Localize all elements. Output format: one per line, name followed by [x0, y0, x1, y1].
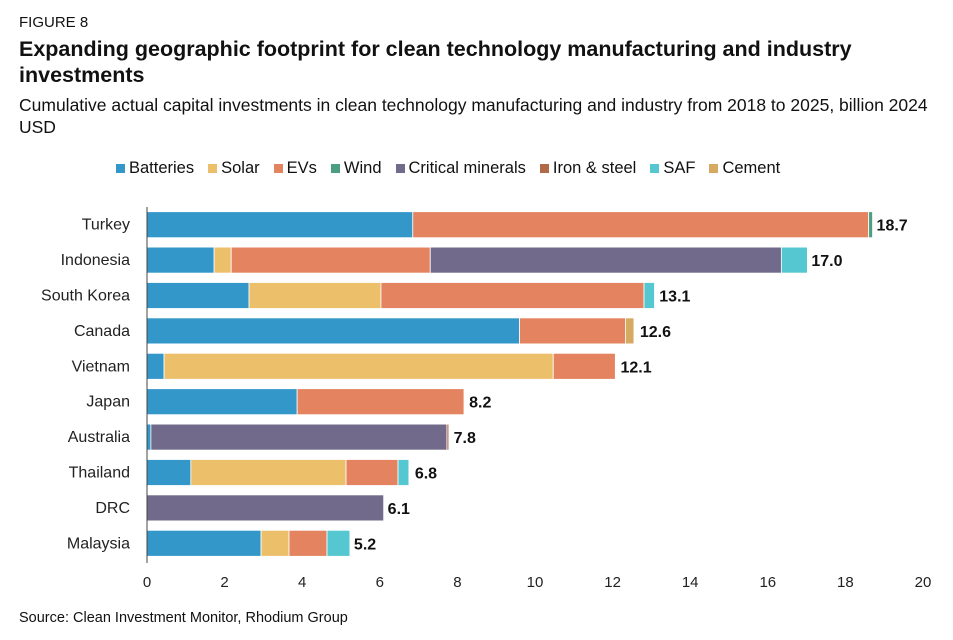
bar-segment-solar — [213, 246, 232, 274]
category-label: Malaysia — [67, 535, 130, 552]
bar-segment-solar — [260, 529, 290, 557]
x-tick-label: 2 — [220, 574, 228, 591]
legend-item-iron-steel: Iron & steel — [539, 159, 637, 178]
legend-swatch — [208, 164, 218, 173]
bar-segment-critical-minerals — [150, 423, 448, 451]
category-label: South Korea — [41, 288, 130, 305]
total-label: 8.2 — [469, 395, 491, 412]
total-label: 7.8 — [454, 430, 476, 447]
bar-segment-cement — [625, 317, 635, 345]
bar-segment-evs — [230, 246, 431, 274]
x-tick-label: 8 — [453, 574, 461, 591]
bar-segment-batteries — [146, 423, 152, 451]
category-label: DRC — [95, 500, 130, 517]
legend-swatch — [539, 164, 549, 173]
category-label: Australia — [68, 429, 130, 446]
legend-swatch — [116, 164, 125, 173]
bar-segment-batteries — [146, 282, 250, 309]
bar-segment-iron-steel — [446, 423, 450, 451]
category-label: Indonesia — [61, 252, 130, 269]
total-label: 12.1 — [620, 359, 651, 376]
chart-subtitle: Cumulative actual capital investments in… — [19, 95, 928, 137]
bar-segment-saf — [643, 282, 655, 309]
bar-segment-batteries — [146, 211, 414, 239]
bar-segment-batteries — [146, 352, 165, 380]
x-tick-label: 20 — [915, 574, 932, 591]
chart-title: Expanding geographic footprint for clean… — [19, 37, 852, 87]
bar-segment-saf — [326, 529, 351, 557]
legend-item-evs: EVs — [273, 159, 317, 178]
category-label: Canada — [74, 323, 130, 340]
legend-swatch — [650, 164, 660, 173]
bar-segment-evs — [552, 352, 616, 380]
x-tick-label: 10 — [527, 574, 544, 591]
bar-segment-batteries — [146, 459, 192, 486]
x-tick-label: 4 — [298, 574, 306, 591]
figure-label: FIGURE 8 — [19, 14, 89, 31]
bar-segment-batteries — [146, 388, 298, 416]
total-label: 18.7 — [877, 218, 908, 235]
x-tick-label: 14 — [682, 574, 699, 591]
legend-label: SAF — [663, 159, 696, 177]
bar-segment-evs — [296, 388, 465, 416]
legend-swatch — [709, 164, 719, 173]
legend-swatch — [330, 164, 340, 173]
bar-segment-solar — [190, 459, 347, 486]
x-tick-label: 18 — [837, 574, 854, 591]
legend-item-batteries: Batteries — [116, 159, 194, 178]
legend-label: Critical minerals — [408, 159, 526, 177]
bar-segment-critical-minerals — [146, 494, 385, 522]
bar-segment-batteries — [146, 246, 215, 274]
category-label: Turkey — [82, 217, 130, 234]
total-label: 17.0 — [811, 253, 842, 270]
bar-segment-saf — [397, 459, 410, 486]
legend-swatch — [273, 164, 283, 173]
bar-segment-evs — [412, 211, 870, 239]
total-label: 12.6 — [640, 324, 671, 341]
bar-segment-saf — [780, 246, 808, 274]
legend-label: Cement — [722, 159, 781, 177]
bar-segment-batteries — [146, 317, 520, 345]
bar-segment-critical-minerals — [429, 246, 782, 274]
bar-segment-batteries — [146, 529, 262, 557]
legend-item-solar: Solar — [208, 159, 260, 178]
x-tick-label: 6 — [376, 574, 384, 591]
legend-item-wind: Wind — [330, 159, 382, 178]
x-tick-label: 12 — [604, 574, 621, 591]
bar-segment-evs — [380, 282, 645, 309]
bar-segment-solar — [248, 282, 382, 309]
total-label: 13.1 — [659, 289, 690, 306]
bar-segment-evs — [519, 317, 626, 345]
legend-label: Wind — [343, 159, 382, 177]
legend-swatch — [395, 164, 405, 173]
total-label: 5.2 — [354, 536, 376, 553]
bar-segment-evs — [288, 529, 328, 557]
category-label: Japan — [86, 394, 130, 411]
bar-segment-evs — [345, 459, 399, 486]
legend: Batteries Solar EVs Wind Critical minerals Ir… — [116, 159, 780, 178]
source-note: Source: Clean Investment Monitor, Rhodiu… — [19, 610, 348, 626]
category-label: Vietnam — [72, 358, 130, 375]
legend-label: Iron & steel — [552, 159, 637, 177]
total-label: 6.8 — [415, 466, 437, 483]
bar-segment-wind — [868, 211, 873, 239]
x-tick-label: 16 — [759, 574, 776, 591]
bar-segment-solar — [163, 352, 554, 380]
x-tick-label: 0 — [143, 574, 151, 591]
legend-label: Batteries — [129, 159, 195, 177]
total-label: 6.1 — [388, 501, 410, 518]
legend-item-saf: SAF — [650, 159, 695, 178]
legend-item-cement: Cement — [709, 159, 780, 178]
category-label: Thailand — [69, 465, 130, 482]
legend-label: EVs — [286, 159, 317, 177]
legend-label: Solar — [221, 159, 260, 177]
legend-item-critical-minerals: Critical minerals — [395, 159, 526, 178]
